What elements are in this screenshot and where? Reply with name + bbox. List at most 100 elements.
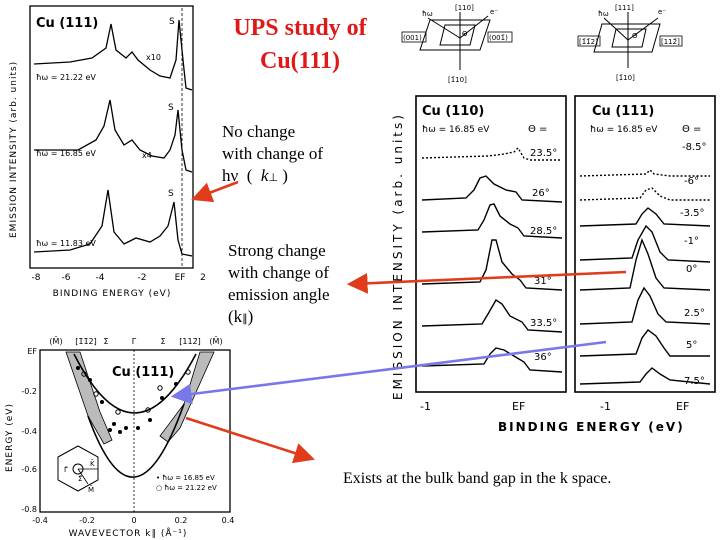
- spectra-x-tick: -4: [96, 273, 105, 283]
- note-strong-change-line4: (k∥): [228, 307, 254, 326]
- geometry-111-hw: ħω: [598, 10, 609, 18]
- geometry-111-theta: Θ: [632, 32, 638, 40]
- brillouin-zone-inset: [57, 445, 99, 492]
- angle-label: -1°: [684, 236, 699, 247]
- arpes-110-spectrum: [421, 146, 562, 161]
- figure-dispersion: (M̄) [1̄1̄2] Σ̄ Γ̄ Σ̄ [112̄] (M̄) Cu (11…: [5, 336, 234, 539]
- spectrum-16eV: [34, 99, 193, 173]
- spectrum-21eV: [33, 19, 193, 91]
- arpes-110-tick: -1: [420, 400, 431, 413]
- angle-label: 36°: [534, 352, 552, 363]
- arpes-111-spectrum: [579, 207, 711, 227]
- arpes-110-tick: EF: [512, 400, 525, 413]
- spectrum-11eV: [33, 189, 193, 257]
- geometry-111-bottom: [1̄10]: [616, 74, 635, 82]
- slide-title-line1: UPS study of: [233, 15, 367, 41]
- dispersion-legend-16eV: • ħω = 16.85 eV: [156, 474, 215, 482]
- spectrum-16eV-mark: S: [168, 103, 174, 113]
- dispersion-x-tick: -0.2: [79, 516, 95, 525]
- note-no-change: No change with change of hν ( k⊥ ): [222, 121, 323, 189]
- dispersion-x-tick: 0: [131, 516, 136, 525]
- dispersion-points-16eV: [76, 366, 178, 434]
- arpes-111-spectrum: [579, 224, 711, 263]
- angle-label: 26°: [532, 188, 550, 199]
- spectrum-21eV-scale: x10: [146, 53, 161, 62]
- arpes-110-spectrum: [421, 299, 563, 333]
- dispersion-x-tick: 0.2: [175, 516, 188, 525]
- arpes-panel-111-title: Cu (111): [592, 104, 654, 119]
- geometry-111-e: e⁻: [658, 8, 666, 16]
- angle-label: -3.5°: [680, 208, 705, 219]
- dispersion-top-ticks: (M̄) [1̄1̄2] Σ̄ Γ̄ Σ̄ [112̄] (M̄): [49, 336, 222, 346]
- dispersion-panel-title: Cu (111): [112, 365, 174, 380]
- dispersion-top-tick: (M̄): [49, 336, 62, 346]
- spectra-x-tick: -2: [138, 273, 147, 283]
- geometry-sketch-110: [110] ħω e⁻ Θ (001) (001̄) [1̄10]: [401, 4, 513, 84]
- dispersion-x-tick: 0.4: [222, 516, 235, 525]
- note-no-change-line1: No change: [222, 122, 296, 141]
- arpes-panel-111-angles: -8.5° -6° -3.5° -1° 0° 2.5° 5° 7.5°: [680, 142, 707, 387]
- geometry-sketch-111: [111] ħω e⁻ Θ [1̄1̄2] [112̄] [1̄10]: [577, 4, 683, 82]
- dispersion-points-21eV: [81, 369, 191, 415]
- spectra-x-label: BINDING ENERGY (eV): [53, 289, 172, 299]
- dispersion-y-tick: -0.4: [21, 427, 37, 436]
- geometry-110-hw: ħω: [422, 10, 433, 18]
- angle-label: 0°: [686, 264, 697, 275]
- spectrum-21eV-label: ħω = 21.22 eV: [36, 73, 96, 82]
- angle-label: 28.5°: [530, 226, 557, 237]
- angle-label: 2.5°: [684, 308, 705, 319]
- arpes-panel-111-spectra: [579, 169, 711, 385]
- note-strong-change-line3: emission angle: [228, 285, 330, 304]
- note-strong-change-line1: Strong change: [228, 241, 326, 260]
- spectra-x-tick: -8: [32, 273, 41, 283]
- dispersion-top-tick: [112̄]: [179, 337, 201, 346]
- arpes-panel-111-theta-header: Θ =: [682, 124, 701, 135]
- spectra-x-tick: -6: [62, 273, 71, 283]
- angle-label: 23.5°: [530, 148, 557, 159]
- arpes-panel-110-energy: ħω = 16.85 eV: [422, 125, 490, 135]
- note-no-change-line2: with change of: [222, 144, 324, 163]
- dispersion-top-tick: Σ̄: [103, 337, 108, 346]
- arpes-panel-110-spectra: [421, 146, 563, 373]
- bulk-band-edge: [87, 403, 185, 478]
- note-bulk-gap: Exists at the bulk band gap in the k spa…: [343, 470, 612, 487]
- dispersion-y-label: ENERGY (eV): [5, 403, 15, 472]
- arpes-111-spectrum: [579, 237, 711, 291]
- note-no-change-line3: hν ( k⊥ ): [222, 166, 288, 185]
- dispersion-top-tick: (M̄): [209, 336, 222, 346]
- bz-gamma-label: Γ̄: [64, 466, 68, 474]
- geometry-110-top: [110]: [455, 4, 474, 12]
- dispersion-y-ticks: EF -0.2 -0.4 -0.6 -0.8: [21, 347, 37, 514]
- geometry-110-theta: Θ: [462, 30, 468, 38]
- arpes-111-spectrum: [579, 187, 710, 201]
- figure-angle-resolved-spectra: [110] ħω e⁻ Θ (001) (001̄) [1̄10] [111] …: [391, 4, 716, 434]
- spectrum-21eV-mark: S: [169, 17, 175, 27]
- angle-label: 33.5°: [530, 318, 557, 329]
- slide-title: UPS study of Cu(111): [200, 12, 400, 78]
- arpes-111-tick: EF: [676, 400, 689, 413]
- geometry-110-bottom: [1̄10]: [448, 76, 467, 84]
- arpes-110-spectrum: [421, 175, 563, 203]
- arpes-110-spectrum: [421, 203, 563, 239]
- spectra-x-ticks: -8 -6 -4 -2 EF 2: [32, 273, 206, 283]
- spectra-panel-title: Cu (111): [36, 16, 98, 31]
- arpes-111-spectrum: [579, 367, 711, 385]
- dispersion-legend-21eV: ○ ħω = 21.22 eV: [156, 484, 217, 492]
- dispersion-top-tick: Σ̄: [160, 337, 165, 346]
- bz-k-label: K̄: [90, 459, 95, 468]
- dispersion-x-tick: -0.4: [32, 516, 48, 525]
- geometry-111-top: [111]: [615, 4, 634, 12]
- arpes-111-spectrum: [579, 329, 710, 357]
- spectra-x-tick: EF: [175, 273, 186, 283]
- dispersion-x-ticks: -0.4 -0.2 0 0.2 0.4: [32, 516, 234, 525]
- arpes-111-spectrum: [579, 286, 711, 325]
- bz-sigma-label: Σ̄: [78, 475, 82, 483]
- spectrum-11eV-mark: S: [168, 189, 174, 199]
- spectra-y-label: EMISSION INTENSITY (arb. units): [9, 61, 19, 238]
- spectrum-16eV-scale: x4: [142, 151, 152, 160]
- spectrum-16eV-label: ħω = 16.85 eV: [36, 149, 96, 158]
- angle-label: 5°: [686, 340, 697, 351]
- angle-label: 31°: [534, 276, 552, 287]
- dispersion-y-tick: -0.2: [21, 387, 37, 396]
- dispersion-x-label: WAVEVECTOR k∥ (Å⁻¹): [69, 527, 188, 539]
